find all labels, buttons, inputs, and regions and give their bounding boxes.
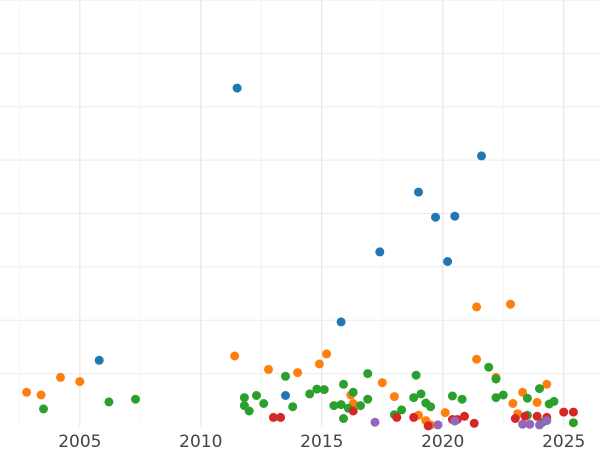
x-tick-label: 2025 — [542, 432, 585, 450]
data-point — [532, 397, 542, 407]
data-point — [339, 414, 348, 423]
data-point — [281, 391, 290, 400]
data-point — [314, 359, 324, 369]
data-point — [460, 411, 469, 421]
data-point — [375, 247, 385, 257]
data-point — [525, 419, 535, 429]
data-point — [477, 151, 486, 161]
data-point — [542, 416, 552, 426]
data-point — [542, 379, 552, 389]
data-point — [339, 379, 348, 389]
data-point — [447, 391, 457, 401]
data-point — [508, 399, 518, 408]
data-point — [518, 419, 528, 429]
data-point — [568, 407, 578, 417]
x-axis-ticks: 2005 2010 2015 2020 2025 — [58, 432, 585, 450]
data-point — [259, 399, 269, 408]
data-point — [411, 370, 421, 380]
data-point — [370, 417, 380, 427]
data-point — [443, 257, 453, 266]
data-point — [268, 412, 278, 422]
data-point — [363, 369, 373, 379]
data-point — [522, 393, 532, 403]
data-point — [472, 302, 482, 312]
data-point — [377, 378, 387, 388]
data-point — [319, 385, 329, 395]
data-point — [348, 406, 358, 416]
data-point — [293, 368, 303, 378]
data-point — [484, 362, 494, 372]
data-point — [336, 400, 346, 410]
data-point — [264, 364, 273, 374]
data-point — [288, 402, 298, 412]
data-point — [506, 299, 515, 309]
data-point — [457, 394, 467, 404]
data-point — [56, 372, 65, 382]
data-point — [520, 411, 530, 421]
data-point — [94, 355, 104, 365]
data-point — [322, 349, 332, 359]
data-point — [426, 402, 436, 412]
data-point — [568, 418, 578, 428]
data-point — [431, 212, 440, 222]
data-point — [305, 389, 315, 399]
data-point — [348, 387, 358, 397]
data-point — [329, 401, 339, 411]
data-point — [469, 418, 479, 428]
data-point — [363, 394, 373, 404]
data-point — [312, 384, 322, 394]
data-point — [336, 317, 346, 327]
x-tick-label: 2010 — [179, 432, 222, 450]
x-tick-label: 2005 — [58, 432, 101, 450]
grid — [0, 0, 600, 427]
data-point — [491, 374, 501, 384]
data-point — [414, 187, 423, 197]
data-point — [409, 393, 419, 403]
data-point — [535, 420, 544, 430]
data-point — [532, 411, 542, 421]
data-point — [131, 394, 140, 404]
data-points — [22, 83, 578, 431]
data-point — [239, 393, 249, 403]
x-tick-label: 2015 — [300, 432, 343, 450]
data-point — [244, 406, 254, 416]
data-point — [416, 389, 426, 399]
data-point — [252, 391, 261, 400]
data-point — [450, 211, 460, 221]
data-point — [491, 393, 501, 403]
data-point — [230, 351, 240, 361]
data-point — [450, 416, 460, 426]
data-point — [409, 412, 419, 422]
data-point — [389, 392, 399, 402]
data-point — [440, 408, 450, 418]
data-point — [281, 371, 290, 381]
data-point — [423, 421, 433, 431]
data-point — [276, 412, 286, 422]
data-point — [232, 83, 242, 93]
data-point — [356, 401, 365, 411]
data-point — [472, 354, 482, 364]
data-point — [36, 390, 46, 400]
data-point — [39, 404, 48, 414]
data-point — [535, 384, 544, 394]
data-point — [104, 397, 114, 407]
data-point — [22, 387, 32, 397]
data-point — [433, 420, 443, 430]
data-point — [510, 414, 520, 423]
data-point — [559, 407, 569, 417]
data-point — [549, 396, 559, 406]
data-point — [75, 377, 85, 387]
data-point — [397, 405, 407, 415]
data-point — [392, 412, 402, 422]
x-tick-label: 2020 — [421, 432, 464, 450]
data-point — [498, 390, 508, 400]
